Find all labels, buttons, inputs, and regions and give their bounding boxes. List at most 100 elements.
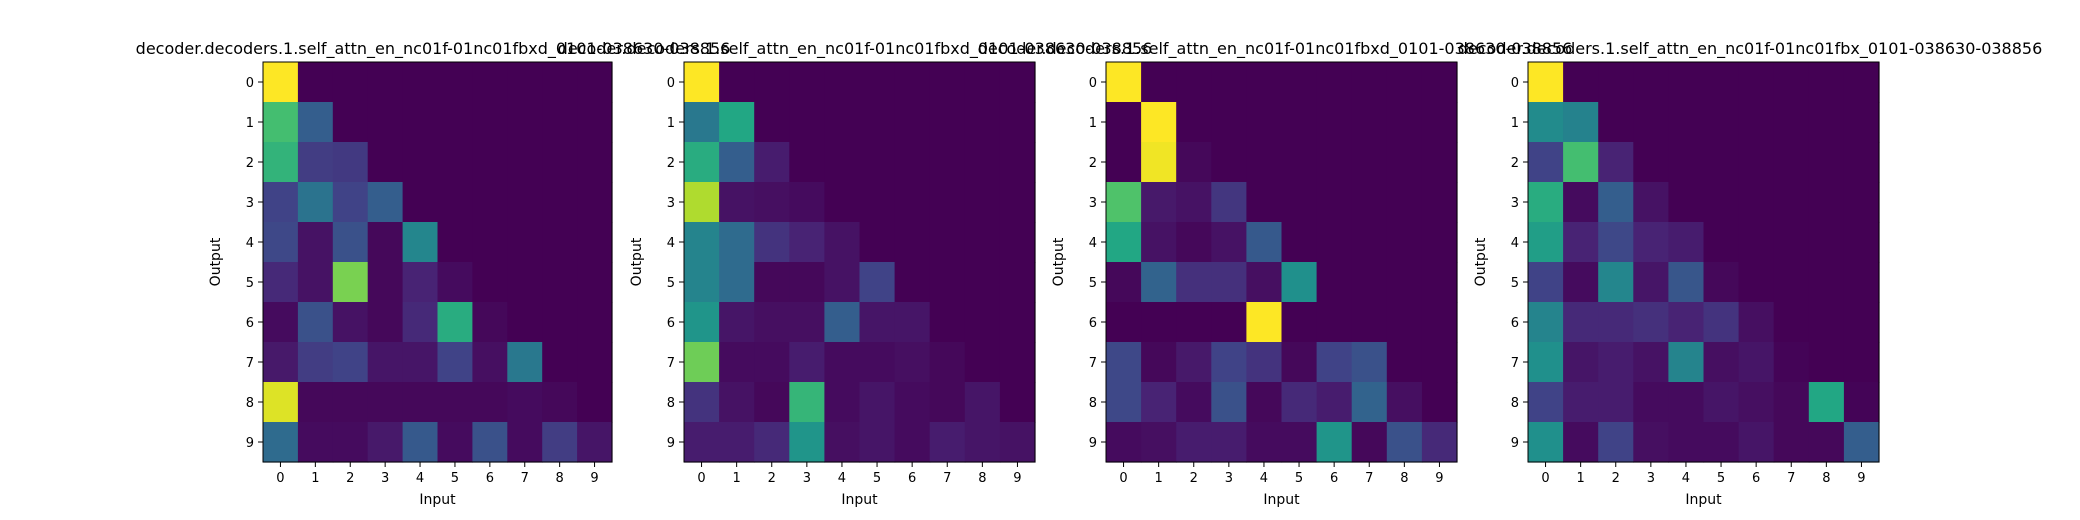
x-tick-label: 8 <box>1822 471 1830 486</box>
heatmap-cell-r3-c1 <box>297 182 334 223</box>
heatmap-cell-r8-c9 <box>999 382 1036 423</box>
x-tick-label: 1 <box>733 471 741 486</box>
heatmap-cell-r7-c1 <box>1563 342 1599 383</box>
heatmap-cell-r0-c2 <box>754 62 790 103</box>
x-tick-label: 9 <box>1435 471 1443 486</box>
heatmap-cell-r1-c5 <box>1281 102 1318 143</box>
heatmap-cell-r4-c8 <box>1386 222 1423 263</box>
heatmap-cell-r2-c9 <box>577 142 613 183</box>
y-tick-label: 7 <box>246 356 254 371</box>
heatmap-cell-r4-c9 <box>1843 222 1880 263</box>
heatmap-cell-r6-c3 <box>789 302 825 343</box>
heatmap-cell-r8-c2 <box>332 382 369 423</box>
x-tick-label: 9 <box>590 471 598 486</box>
heatmap-cell-r3-c4 <box>1246 182 1283 223</box>
heatmap-cell-r2-c4 <box>1246 142 1283 183</box>
heatmap-cell-r1-c8 <box>1386 102 1423 143</box>
heatmap-cell-r4-c1 <box>1141 222 1177 263</box>
heatmap-cell-r9-c0 <box>263 422 299 463</box>
heatmap-cell-r9-c8 <box>1386 422 1423 463</box>
heatmap-cell-r9-c9 <box>1421 422 1458 463</box>
heatmap-cell-r2-c9 <box>1421 142 1458 183</box>
heatmap-cell-r5-c7 <box>1351 262 1388 303</box>
heatmap-cell-r0-c4 <box>402 62 439 103</box>
y-tick-label: 1 <box>246 116 254 131</box>
heatmap-cell-r5-c4 <box>402 262 439 303</box>
heatmap-cell-r6-c0 <box>1528 302 1564 343</box>
heatmap-cell-r9-c4 <box>402 422 439 463</box>
heatmap-cell-r1-c9 <box>1843 102 1880 143</box>
heatmap-cell-r5-c5 <box>437 262 473 303</box>
y-tick-label: 5 <box>667 276 675 291</box>
x-tick-label: 2 <box>1612 471 1620 486</box>
heatmap-cell-r2-c2 <box>754 142 790 183</box>
heatmap-cell-r3-c2 <box>1598 182 1634 223</box>
heatmap-cell-r6-c6 <box>472 302 508 343</box>
heatmap-cell-r6-c6 <box>1316 302 1353 343</box>
heatmap-cell-r0-c1 <box>297 62 334 103</box>
heatmap-cell-r6-c7 <box>929 302 966 343</box>
heatmap-cell-r3-c7 <box>507 182 543 223</box>
heatmap-cell-r3-c5 <box>1703 182 1740 223</box>
heatmap-cell-r4-c3 <box>1633 222 1669 263</box>
heatmap-cell-r9-c2 <box>754 422 790 463</box>
x-tick-label: 7 <box>1365 471 1373 486</box>
heatmap-cell-r4-c6 <box>894 222 931 263</box>
y-tick-label: 7 <box>1089 356 1097 371</box>
heatmap-cell-r4-c4 <box>1668 222 1705 263</box>
x-tick-label: 4 <box>838 471 846 486</box>
heatmap-cell-r2-c7 <box>1351 142 1388 183</box>
heatmap-cell-r8-c3 <box>1211 382 1247 423</box>
heatmap-cell-r5-c9 <box>577 262 613 303</box>
heatmap-cell-r1-c8 <box>542 102 578 143</box>
heatmap-cell-r0-c6 <box>1738 62 1775 103</box>
heatmap-cell-r9-c3 <box>1211 422 1247 463</box>
heatmap-cell-r7-c9 <box>1421 342 1458 383</box>
heatmap-cell-r1-c1 <box>297 102 334 143</box>
heatmap-cell-r1-c1 <box>1141 102 1177 143</box>
heatmap-cell-r9-c5 <box>1703 422 1740 463</box>
heatmap-cell-r8-c1 <box>719 382 755 423</box>
heatmap-cell-r4-c6 <box>472 222 508 263</box>
heatmap-cell-r7-c9 <box>999 342 1036 383</box>
heatmap-cell-r1-c0 <box>1528 102 1564 143</box>
heatmap-cell-r3-c3 <box>1633 182 1669 223</box>
heatmap-cell-r0-c5 <box>1703 62 1740 103</box>
x-axis-label: Input <box>841 492 878 508</box>
heatmap-cell-r9-c8 <box>964 422 1001 463</box>
heatmap-cell-r8-c9 <box>1421 382 1458 423</box>
heatmap-cell-r0-c0 <box>263 62 299 103</box>
heatmap-cell-r7-c5 <box>859 342 896 383</box>
heatmap-cell-r7-c7 <box>929 342 966 383</box>
heatmap-cell-r7-c3 <box>1211 342 1247 383</box>
y-tick-label: 5 <box>1089 276 1097 291</box>
heatmap-cell-r1-c4 <box>402 102 439 143</box>
heatmap-cell-r6-c5 <box>1281 302 1318 343</box>
heatmap-cell-r3-c9 <box>577 182 613 223</box>
y-tick-label: 3 <box>667 196 675 211</box>
heatmap-cell-r5-c3 <box>789 262 825 303</box>
heatmap-cell-r2-c0 <box>1106 142 1142 183</box>
heatmap-cell-r9-c7 <box>929 422 966 463</box>
y-tick-label: 8 <box>1089 396 1097 411</box>
heatmap-cell-r0-c3 <box>1633 62 1669 103</box>
heatmap-cell-r9-c7 <box>1773 422 1810 463</box>
heatmap-cell-r8-c9 <box>577 382 613 423</box>
heatmap-cell-r0-c1 <box>719 62 755 103</box>
heatmap-cell-r2-c6 <box>1316 142 1353 183</box>
heatmap-cell-r6-c9 <box>1421 302 1458 343</box>
heatmap-cell-r4-c0 <box>684 222 720 263</box>
heatmap-cell-r3-c2 <box>1176 182 1212 223</box>
heatmap-cell-r8-c6 <box>1316 382 1353 423</box>
heatmap-cell-r3-c8 <box>1386 182 1423 223</box>
heatmap-cell-r2-c0 <box>263 142 299 183</box>
x-tick-label: 1 <box>1155 471 1163 486</box>
heatmap-cell-r6-c1 <box>1563 302 1599 343</box>
heatmap-cell-r9-c8 <box>1808 422 1845 463</box>
x-tick-label: 3 <box>803 471 811 486</box>
heatmap-cell-r7-c7 <box>1351 342 1388 383</box>
heatmap-cell-r7-c9 <box>577 342 613 383</box>
y-tick-label: 3 <box>246 196 254 211</box>
heatmap-cell-r1-c7 <box>929 102 966 143</box>
heatmap-cell-r9-c1 <box>297 422 334 463</box>
